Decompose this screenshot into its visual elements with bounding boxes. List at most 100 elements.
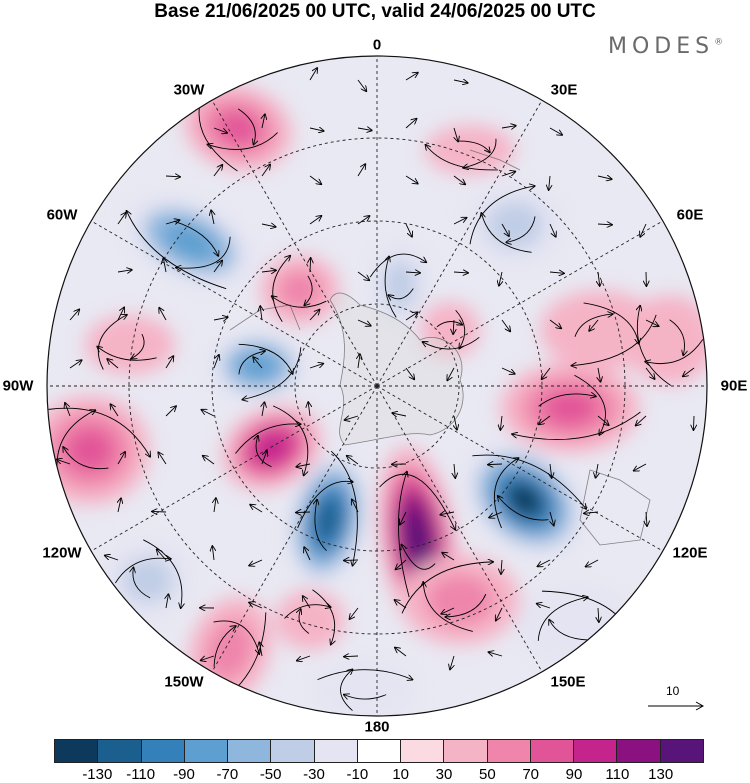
wind-arrow <box>646 511 647 526</box>
wind-arrow <box>261 165 270 177</box>
meridian-line <box>376 385 543 673</box>
streamline <box>388 288 414 299</box>
meridian-line <box>90 385 378 552</box>
colorbar-swatch <box>444 740 488 762</box>
wind-arrow <box>598 607 599 622</box>
streamline <box>572 314 657 366</box>
wind-arrow <box>166 594 168 609</box>
wind-arrow <box>250 505 263 513</box>
streamline <box>272 256 290 323</box>
wind-arrow <box>157 549 167 561</box>
wind-arrow <box>501 126 516 128</box>
meridian-line <box>376 385 664 552</box>
wind-arrow <box>597 224 612 225</box>
wind-arrow <box>213 261 222 273</box>
wind-arrow <box>538 559 551 566</box>
streamline <box>457 140 490 152</box>
wind-arrow <box>213 355 219 369</box>
streamline <box>330 450 358 565</box>
wind-arrow <box>249 603 263 609</box>
lon-label-60e: 60E <box>676 206 704 224</box>
streamline <box>304 275 313 305</box>
wind-arrow <box>296 464 311 467</box>
wind-arrow <box>211 210 214 225</box>
wind-arrow <box>542 367 551 379</box>
streamline <box>272 405 308 476</box>
wind-arrow <box>589 319 599 331</box>
anomaly-contour <box>66 428 114 472</box>
continent-outlines <box>229 149 651 546</box>
streamline <box>463 138 497 168</box>
wind-arrow <box>57 459 71 465</box>
wind-arrow <box>303 596 311 609</box>
streamline <box>63 447 109 470</box>
wind-arrow <box>117 213 126 225</box>
wind-arrow <box>634 463 647 471</box>
wind-arrow <box>261 270 276 272</box>
wind-arrow <box>501 559 502 574</box>
colorbar-swatch <box>271 740 315 762</box>
streamline <box>237 108 255 145</box>
anomaly-contour <box>277 270 323 310</box>
colorbar-tick-label: -30 <box>303 766 325 783</box>
wind-arrow <box>683 367 695 376</box>
colorbar-swatch <box>357 740 402 762</box>
wind-arrow <box>598 367 601 382</box>
meridian-line <box>376 220 664 387</box>
wind-arrow <box>201 410 215 417</box>
wind-arrow <box>309 68 317 81</box>
wind-arrow <box>489 511 503 518</box>
colorbar-swatch <box>617 740 661 762</box>
colorbar-swatch <box>314 740 358 762</box>
streamline <box>297 481 353 529</box>
wind-arrow <box>454 463 455 478</box>
wind-arrow <box>117 270 132 272</box>
colorbar-tick-label: 90 <box>565 766 583 783</box>
wind-arrow <box>297 655 311 661</box>
wind-arrow <box>163 258 166 273</box>
streamline <box>498 496 549 521</box>
lon-label-180: 180 <box>364 718 390 736</box>
wind-arrow <box>308 402 310 417</box>
wind-arrow <box>453 80 468 83</box>
streamline <box>455 309 466 348</box>
wind-arrow <box>212 546 214 561</box>
streamline <box>512 411 641 440</box>
brand-name: MODES <box>608 34 715 59</box>
wind-arrow <box>309 310 319 321</box>
wind-arrow <box>310 258 311 273</box>
wind-arrow <box>152 511 167 512</box>
streamline <box>637 306 672 386</box>
wind-arrow <box>296 512 311 513</box>
meridian-line <box>90 220 378 387</box>
streamline <box>344 695 387 699</box>
streamline <box>423 582 473 632</box>
wind-arrow <box>345 416 359 420</box>
wind-arrow <box>597 176 612 179</box>
colorbar-swatch <box>141 740 185 762</box>
streamline <box>340 669 353 711</box>
wind-arrow <box>395 600 407 609</box>
wind-arrow <box>261 451 267 465</box>
wind-arrow <box>489 652 503 656</box>
wind-arrow <box>501 367 515 374</box>
lon-label-120w: 120W <box>42 544 82 562</box>
wind-arrow <box>454 127 458 141</box>
brand-logo: MODES® <box>608 34 723 59</box>
wind-arrow <box>501 223 509 236</box>
wind-arrow <box>357 216 369 225</box>
wind-arrow <box>158 452 167 465</box>
wind-arrow <box>539 415 551 424</box>
wind-arrow <box>454 415 457 430</box>
wind-arrow <box>584 512 599 513</box>
streamline <box>423 336 480 350</box>
streamline <box>398 472 410 598</box>
streamline <box>385 257 397 318</box>
meridian-line <box>211 99 378 387</box>
wind-arrow <box>304 547 311 561</box>
wind-streamlines <box>48 68 704 711</box>
colorbar-tick-label: 30 <box>435 766 453 783</box>
wind-arrow <box>357 164 365 177</box>
wind-arrow <box>262 402 264 417</box>
streamline <box>317 669 413 680</box>
